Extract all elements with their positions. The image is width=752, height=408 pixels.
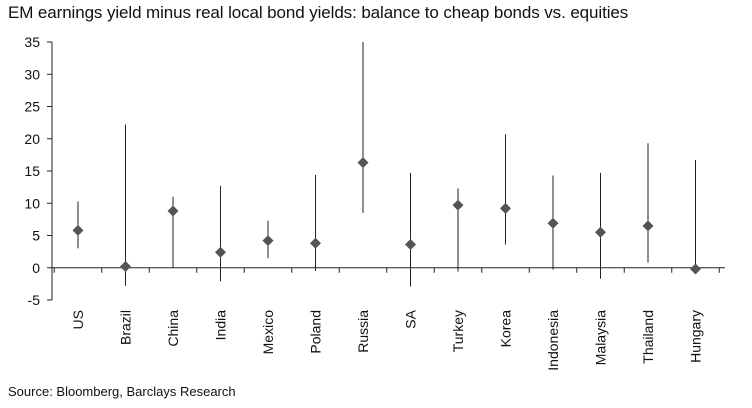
data-point xyxy=(310,237,321,249)
x-category-label: China xyxy=(165,310,181,347)
data-point xyxy=(215,246,226,258)
data-point xyxy=(690,263,701,275)
data-point xyxy=(72,224,84,236)
data-point xyxy=(262,235,274,247)
y-tick-label: 10 xyxy=(24,195,40,211)
data-point xyxy=(452,199,464,211)
y-tick-label: 15 xyxy=(24,163,40,179)
range-lines xyxy=(77,42,696,287)
data-point xyxy=(357,157,369,169)
data-point xyxy=(500,202,511,214)
y-tick-label: 5 xyxy=(32,228,40,244)
data-points xyxy=(72,157,701,275)
y-tick-label: 0 xyxy=(32,260,40,276)
x-category-label: Turkey xyxy=(450,310,466,352)
chart-title: EM earnings yield minus real local bond … xyxy=(8,3,629,22)
source-note: Source: Bloomberg, Barclays Research xyxy=(8,384,236,399)
data-point xyxy=(547,217,559,229)
y-tick-label: 20 xyxy=(24,131,40,147)
axes xyxy=(47,41,725,301)
data-point xyxy=(405,239,416,251)
x-category-label: Korea xyxy=(498,310,514,348)
y-tick-label: 30 xyxy=(24,66,40,82)
x-category-label: Hungary xyxy=(688,310,704,363)
data-point xyxy=(642,220,654,232)
x-category-label: India xyxy=(213,310,229,341)
x-category-label: Russia xyxy=(355,310,371,353)
x-category-label: Poland xyxy=(308,310,324,354)
y-tick-label: 35 xyxy=(24,34,40,50)
x-category-label: Thailand xyxy=(640,310,656,364)
x-category-label: US xyxy=(70,310,86,329)
x-category-label: Malaysia xyxy=(593,310,609,365)
x-category-label: Indonesia xyxy=(545,310,561,371)
y-tick-label: 25 xyxy=(24,99,40,115)
x-category-label: SA xyxy=(403,309,419,328)
axis-labels: 35 30 25 20 15 10 5 0 -5 US Brazil China India Mexico… xyxy=(24,34,703,371)
x-category-label: Brazil xyxy=(118,310,134,345)
x-category-label: Mexico xyxy=(260,310,276,355)
data-point xyxy=(167,205,179,217)
data-point xyxy=(595,226,606,238)
data-point xyxy=(120,260,131,272)
y-tick-label: -5 xyxy=(28,292,41,308)
